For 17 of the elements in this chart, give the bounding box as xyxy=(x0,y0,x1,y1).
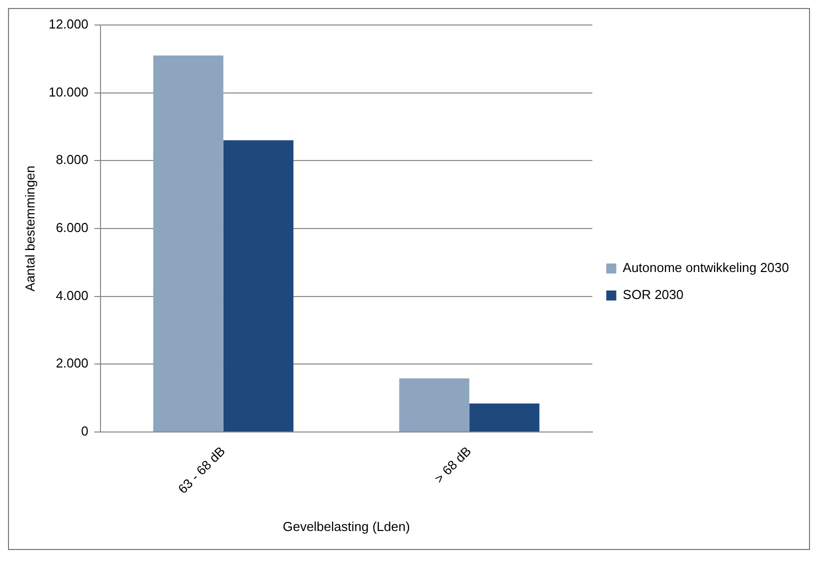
x-tick-label: > 68 dB xyxy=(431,444,474,486)
y-tick-label: 10.000 xyxy=(48,84,88,100)
bar xyxy=(469,403,540,432)
y-tick-label: 2.000 xyxy=(56,356,88,371)
bar xyxy=(399,378,470,432)
legend-label: SOR 2030 xyxy=(622,287,684,302)
bar xyxy=(153,56,224,432)
x-tick-label: 63 - 68 dB xyxy=(174,444,228,497)
x-axis-title: Gevelbelasting (Lden) xyxy=(282,518,410,534)
y-tick-label: 0 xyxy=(81,424,88,439)
y-tick-label: 4.000 xyxy=(56,288,88,303)
y-axis-title: Aantal bestemmingen xyxy=(22,166,38,292)
y-tick-label: 12.000 xyxy=(48,16,88,32)
legend-label: Autonome ontwikkeling 2030 xyxy=(622,260,790,276)
y-tick-label: 8.000 xyxy=(56,152,88,168)
bar xyxy=(223,140,294,432)
y-tick-label: 6.000 xyxy=(56,220,88,236)
